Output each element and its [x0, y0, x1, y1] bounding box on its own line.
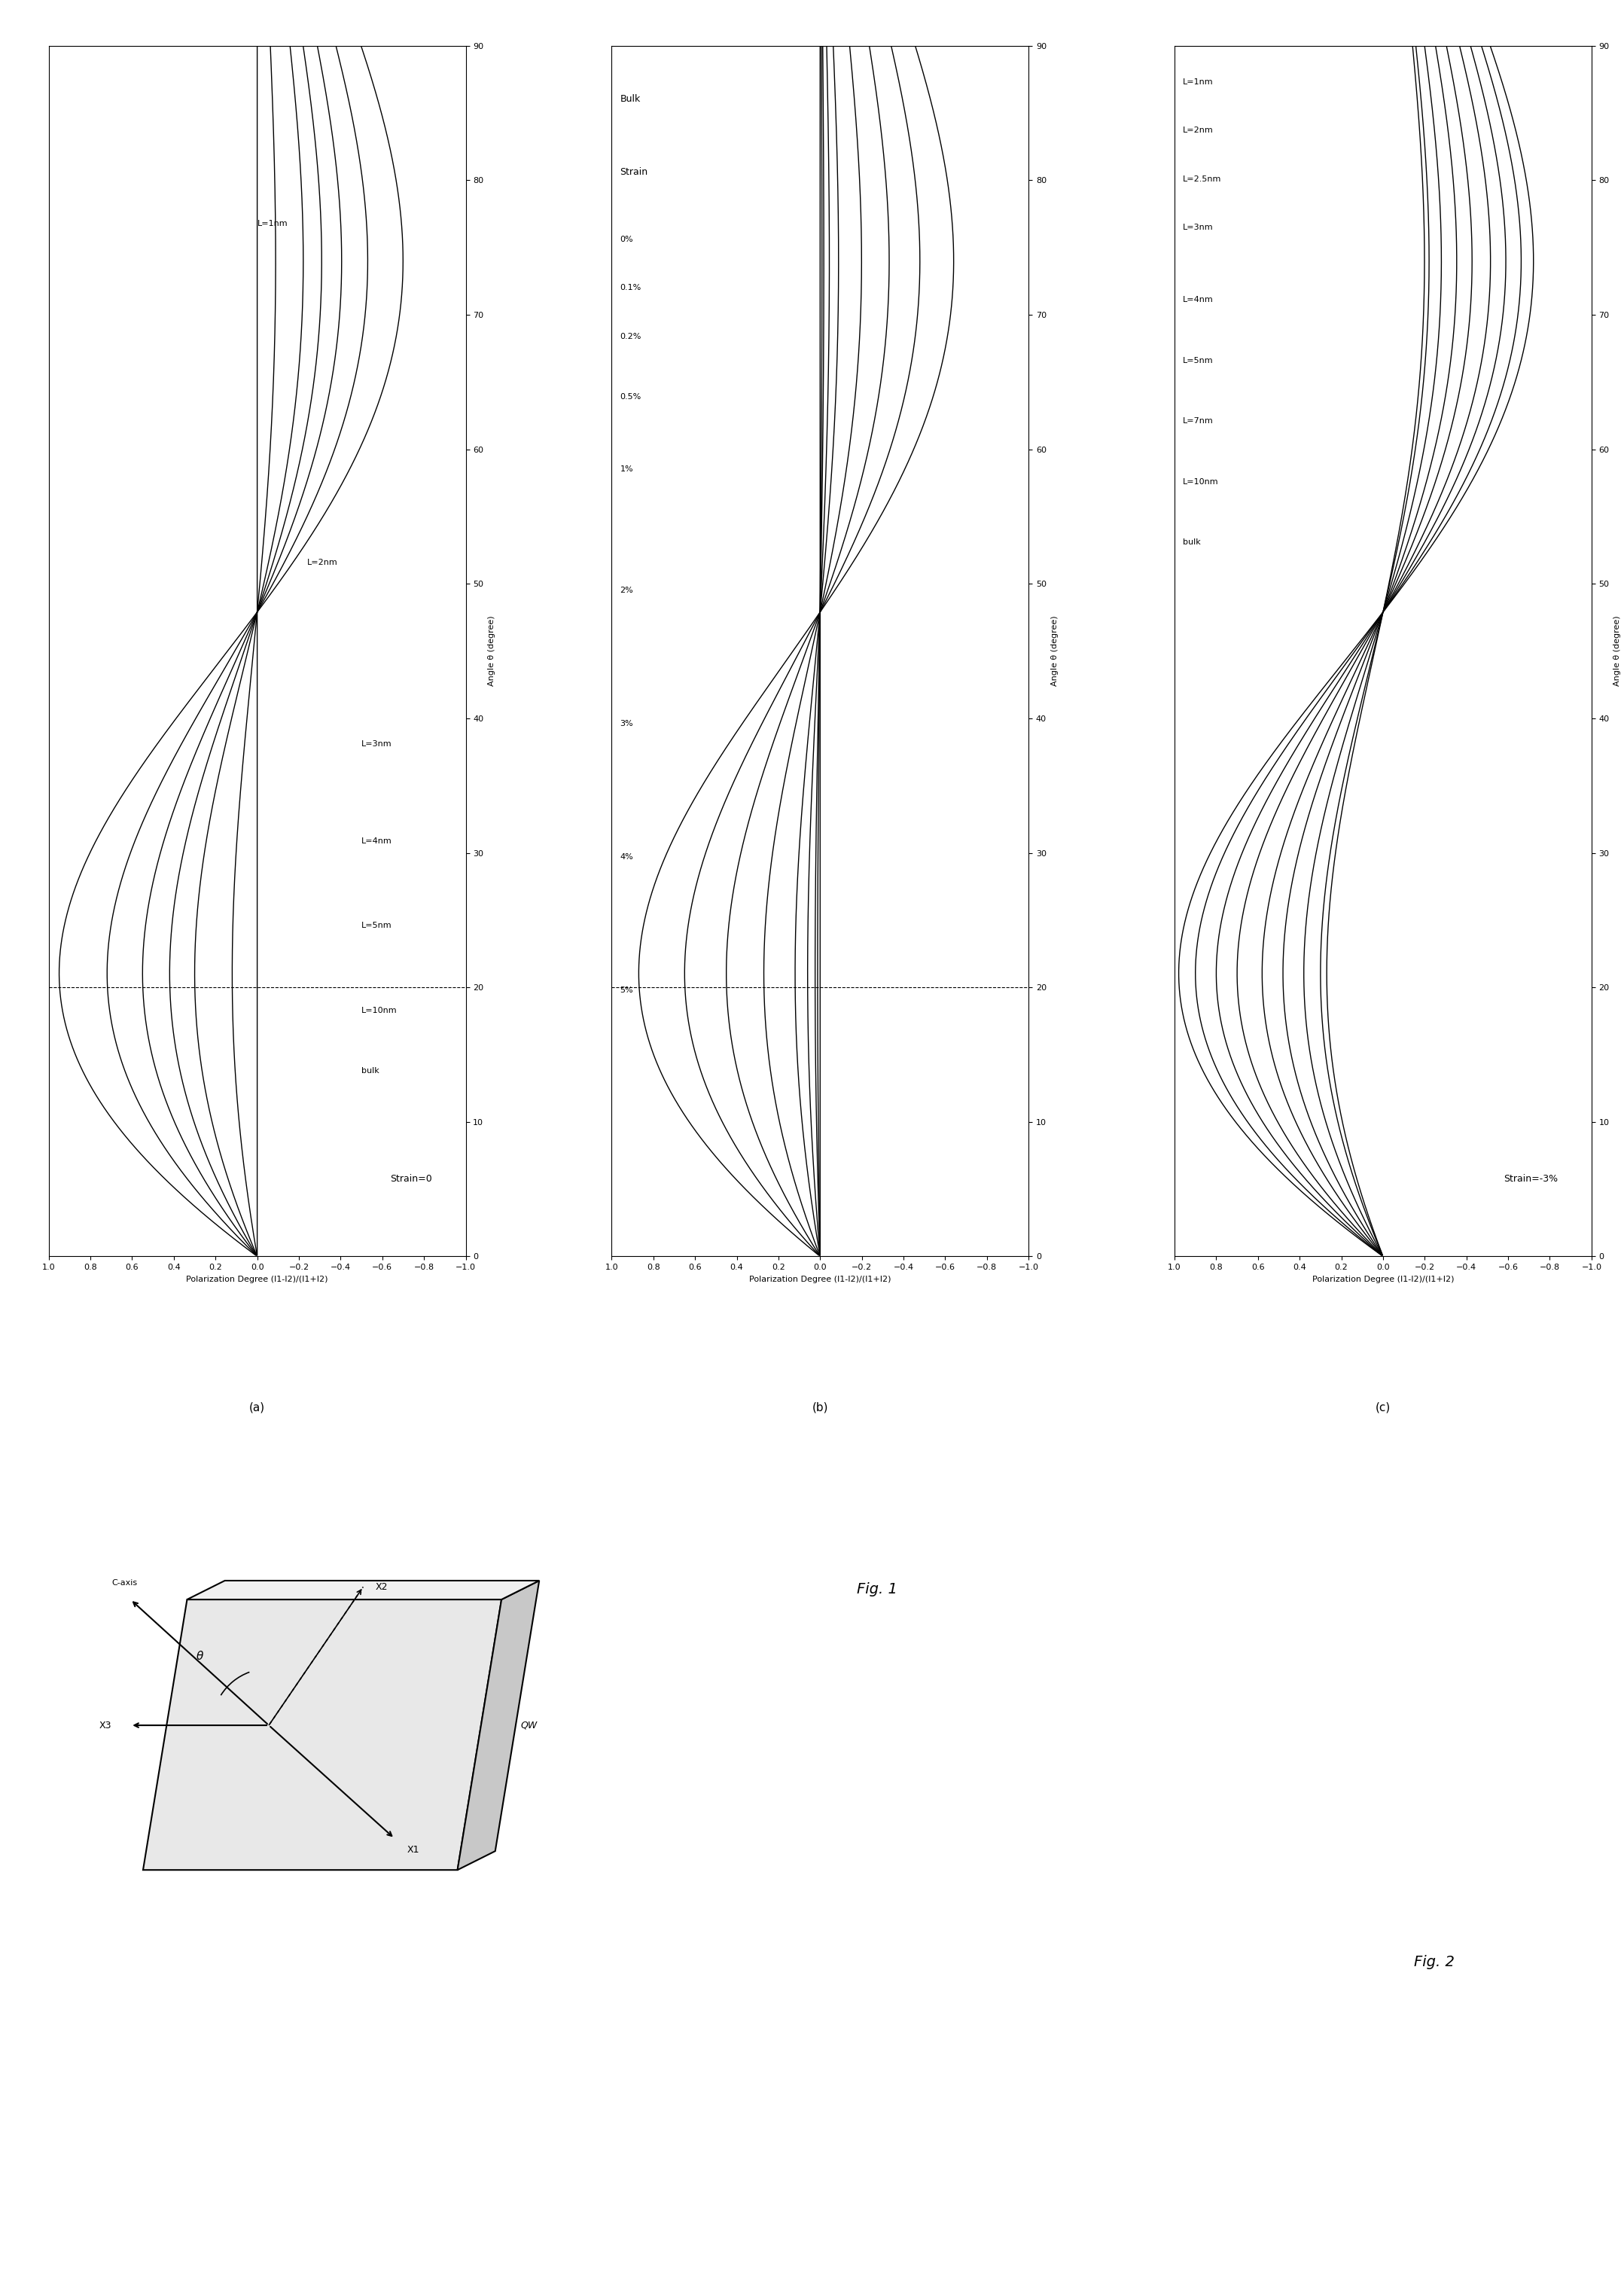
Text: Fig. 1: Fig. 1: [856, 1583, 896, 1596]
Text: L=4nm: L=4nm: [362, 837, 391, 844]
Text: L=3nm: L=3nm: [362, 741, 391, 748]
Text: 0%: 0%: [620, 236, 633, 242]
Y-axis label: Angle θ (degree): Angle θ (degree): [1614, 615, 1621, 686]
Text: L=5nm: L=5nm: [362, 922, 391, 929]
Text: Strain: Strain: [620, 167, 648, 176]
Text: (a): (a): [248, 1402, 265, 1413]
Text: Strain=0: Strain=0: [390, 1173, 432, 1185]
Text: X3: X3: [99, 1720, 112, 1731]
Text: 0.1%: 0.1%: [620, 284, 641, 293]
X-axis label: Polarization Degree (I1-I2)/(I1+I2): Polarization Degree (I1-I2)/(I1+I2): [749, 1276, 892, 1283]
Text: X2: X2: [375, 1583, 388, 1592]
Text: Fig. 2: Fig. 2: [1415, 1955, 1455, 1969]
Polygon shape: [143, 1599, 502, 1871]
Text: $\theta$: $\theta$: [195, 1651, 203, 1663]
Y-axis label: Angle θ (degree): Angle θ (degree): [487, 615, 495, 686]
Text: L=5nm: L=5nm: [1182, 357, 1213, 364]
X-axis label: Polarization Degree (I1-I2)/(I1+I2): Polarization Degree (I1-I2)/(I1+I2): [1312, 1276, 1453, 1283]
Text: Bulk: Bulk: [620, 94, 640, 103]
Text: C-axis: C-axis: [112, 1580, 136, 1587]
Text: L=4nm: L=4nm: [1182, 297, 1213, 304]
Text: bulk: bulk: [1182, 537, 1200, 547]
Text: X1: X1: [408, 1846, 419, 1855]
X-axis label: Polarization Degree (I1-I2)/(I1+I2): Polarization Degree (I1-I2)/(I1+I2): [187, 1276, 328, 1283]
Text: 3%: 3%: [620, 720, 633, 727]
Text: 2%: 2%: [620, 588, 633, 595]
Polygon shape: [458, 1580, 539, 1871]
Text: Strain=-3%: Strain=-3%: [1504, 1173, 1557, 1185]
Text: L=2.5nm: L=2.5nm: [1182, 176, 1221, 183]
Y-axis label: Angle θ (degree): Angle θ (degree): [1051, 615, 1059, 686]
Text: L=2nm: L=2nm: [1182, 126, 1213, 135]
Text: QW: QW: [520, 1720, 538, 1731]
Text: 5%: 5%: [620, 986, 633, 995]
Text: L=1nm: L=1nm: [257, 220, 287, 226]
Text: 1%: 1%: [620, 467, 633, 473]
Text: (c): (c): [1376, 1402, 1390, 1413]
Text: (b): (b): [812, 1402, 828, 1413]
Polygon shape: [187, 1580, 539, 1599]
Text: 0.5%: 0.5%: [620, 393, 641, 400]
Text: L=3nm: L=3nm: [1182, 224, 1213, 231]
Text: L=10nm: L=10nm: [362, 1006, 398, 1013]
Text: L=10nm: L=10nm: [1182, 478, 1218, 485]
Text: L=7nm: L=7nm: [1182, 416, 1213, 425]
Text: L=1nm: L=1nm: [1182, 78, 1213, 87]
Text: 0.2%: 0.2%: [620, 332, 641, 341]
Text: bulk: bulk: [362, 1068, 380, 1075]
Text: 4%: 4%: [620, 853, 633, 860]
Text: L=2nm: L=2nm: [307, 558, 338, 567]
